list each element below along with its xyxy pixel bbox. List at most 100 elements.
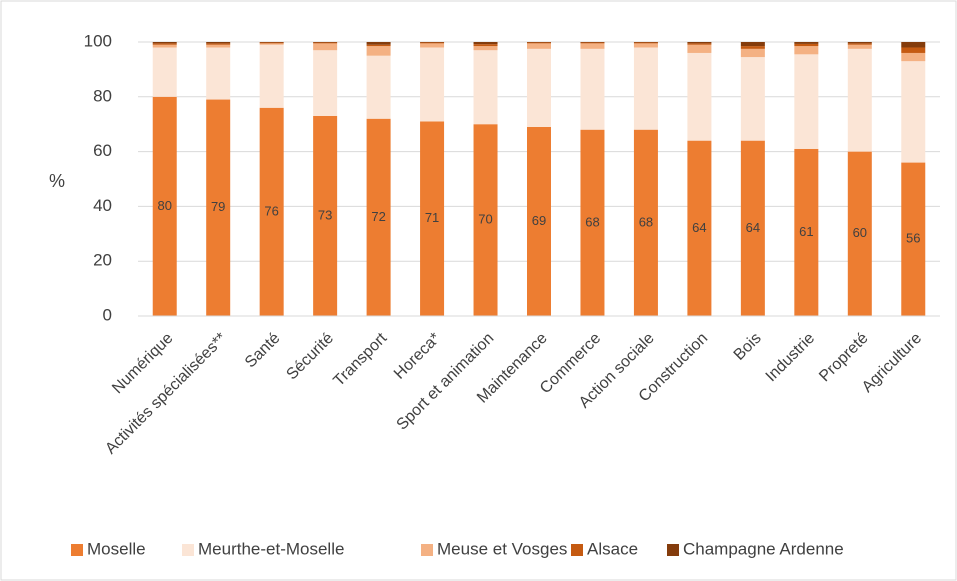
bar-segment [313,43,338,51]
bar-segment [152,47,177,97]
bar-segment [847,43,872,45]
bar-segment [473,44,498,47]
bar-segment [901,61,926,163]
bar-segment [580,42,605,43]
bar-segment [794,54,819,149]
bar-segment [633,42,658,44]
bar-segment [152,96,177,316]
bar-segment [152,43,177,45]
bar-segment [847,48,872,152]
legend-label: Meuse et Vosges [437,539,567,558]
bar-segment [259,43,284,45]
y-tick-label: 80 [93,86,112,105]
y-axis-label: % [49,171,65,191]
bar-segment [152,44,177,48]
legend-swatch [182,544,194,556]
bar-segment [740,140,765,316]
bar-segment [366,55,391,119]
legend-label: Alsace [587,539,638,558]
y-tick-label: 100 [84,31,112,50]
y-tick-label: 60 [93,141,112,160]
data-label: 61 [799,224,813,239]
bar-segment [580,48,605,130]
data-label: 76 [264,203,278,218]
data-label: 68 [639,214,653,229]
bar-segment [794,42,819,44]
bar-segment [687,52,712,141]
bar-segment [313,42,338,44]
bar-segment [366,42,391,45]
bar-segment [473,46,498,51]
bar-segment [313,50,338,116]
bar-segment [847,44,872,49]
bar-segment [527,42,551,43]
bar-segment [473,50,498,125]
bar-segment [473,42,498,45]
bar-segment [206,44,231,48]
y-tick-label: 20 [93,251,112,270]
bar-segment [633,42,658,43]
bar-segment [259,107,284,316]
bar-segment [259,42,284,44]
bar-segment [366,118,391,316]
bar-segment [847,151,872,316]
bar-segment [901,47,926,53]
bar-segment [206,42,231,44]
bar-segment [687,43,712,45]
data-label: 72 [371,209,385,224]
bar-segment [420,42,445,44]
bar-segment [313,42,338,43]
y-tick-label: 40 [93,196,112,215]
bar-segment [794,46,819,55]
legend-swatch [421,544,433,556]
bar-segment [901,52,926,62]
bar-segment [366,44,391,47]
bar-segment [687,42,712,44]
bar-segment [687,140,712,316]
data-label: 79 [211,199,225,214]
data-label: 70 [478,212,492,227]
bar-segment [206,43,231,45]
bar-segment [794,43,819,47]
bar-segment [206,47,231,100]
bar-segment [847,42,872,44]
bar-segment [420,47,445,122]
legend-swatch [71,544,83,556]
bar-segment [580,42,605,44]
bar-segment [901,42,926,48]
data-label: 71 [425,210,439,225]
data-label: 64 [692,220,706,235]
bar-segment [527,126,551,316]
bar-segment [366,46,391,56]
bar-segment [633,43,658,48]
legend-label: Champagne Ardenne [683,539,844,558]
data-label: 64 [746,220,760,235]
bar-segment [633,47,658,130]
bar-segment [420,121,445,317]
bar-segment [580,129,605,316]
bar-segment [794,148,819,316]
bar-segment [633,129,658,316]
bar-segment [152,42,177,44]
data-label: 69 [532,213,546,228]
data-label: 56 [906,231,920,246]
bar-segment [527,43,551,49]
data-label: 68 [585,214,599,229]
bar-segment [580,43,605,49]
data-label: 80 [157,198,171,213]
legend-label: Meurthe-et-Moselle [198,539,344,558]
bar-segment [740,42,765,47]
bar-segment [740,46,765,49]
data-label: 60 [853,225,867,240]
bar-segment [420,43,445,48]
bar-segment [313,115,338,316]
bar-segment [473,124,498,316]
bar-segment [901,162,926,316]
bar-segment [687,44,712,53]
legend-swatch [571,544,583,556]
bar-segment [206,99,231,316]
legend-swatch [667,544,679,556]
bar-segment [259,44,284,108]
bar-segment [527,48,551,127]
